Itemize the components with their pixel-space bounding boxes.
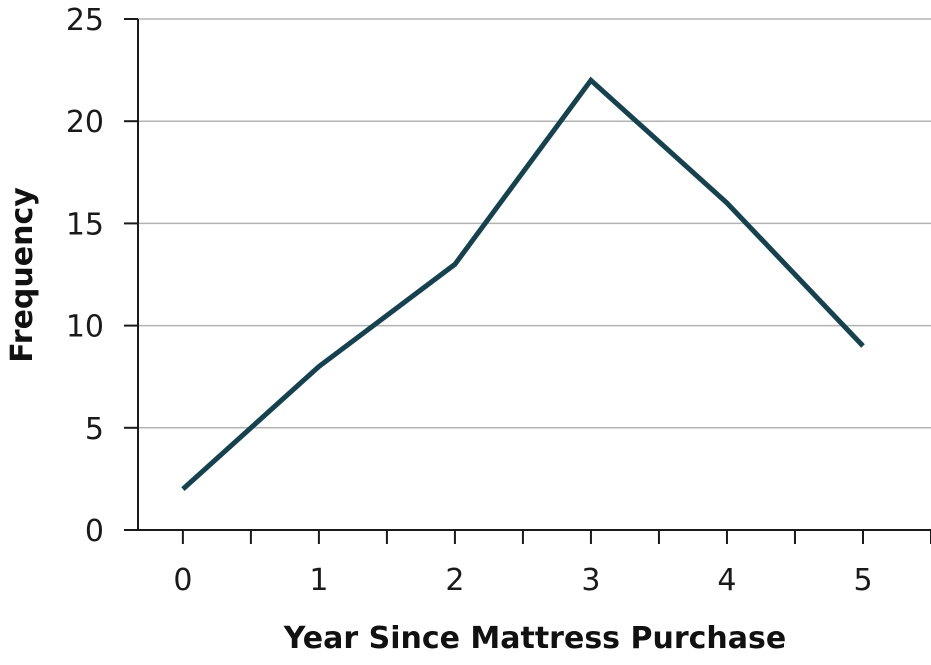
x-tick-labels: 0 1 2 3 4 5 (173, 563, 872, 598)
series-line (181, 76, 865, 491)
y-tick-label: 20 (66, 105, 104, 140)
y-tick-label: 0 (85, 514, 104, 549)
series-group (181, 76, 865, 491)
axes (124, 18, 931, 544)
y-tick-label: 25 (66, 3, 104, 38)
gridlines (138, 18, 931, 429)
y-tick-label: 15 (66, 207, 104, 242)
x-tick-label: 3 (581, 563, 600, 598)
x-tick-label: 5 (853, 563, 872, 598)
x-tick-label: 4 (717, 563, 736, 598)
y-tick-labels: 0 5 10 15 20 25 (66, 3, 104, 549)
y-axis-title: Frequency (5, 187, 40, 363)
x-tick-label: 0 (173, 563, 192, 598)
x-axis-title: Year Since Mattress Purchase (283, 621, 786, 656)
y-tick-label: 5 (85, 412, 104, 447)
x-tick-label: 2 (445, 563, 464, 598)
y-tick-label: 10 (66, 310, 104, 345)
x-tick-label: 1 (309, 563, 328, 598)
